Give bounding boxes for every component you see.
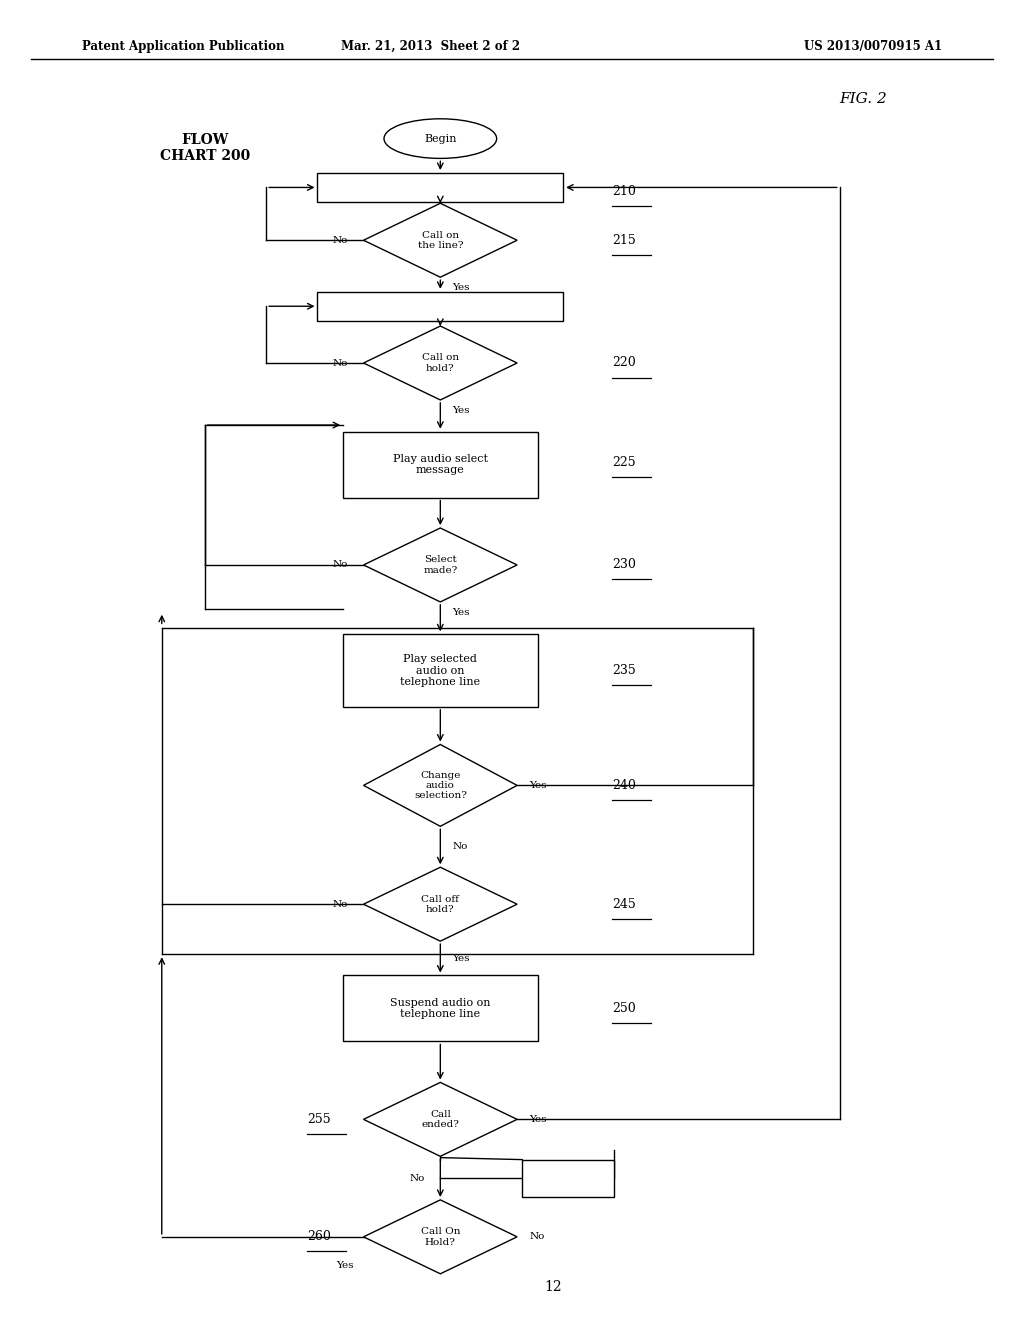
Text: 235: 235 <box>612 664 636 677</box>
Text: Change
audio
selection?: Change audio selection? <box>414 771 467 800</box>
Text: Yes: Yes <box>453 284 470 292</box>
Text: Call on
the line?: Call on the line? <box>418 231 463 249</box>
Text: No: No <box>333 561 348 569</box>
Text: 12: 12 <box>544 1280 562 1294</box>
Text: 220: 220 <box>612 356 636 370</box>
Polygon shape <box>364 1200 517 1274</box>
Text: No: No <box>410 1173 425 1183</box>
Text: No: No <box>453 842 468 851</box>
Text: 215: 215 <box>612 234 636 247</box>
FancyBboxPatch shape <box>317 292 563 321</box>
FancyBboxPatch shape <box>343 635 538 708</box>
Text: Yes: Yes <box>453 407 470 414</box>
Text: Mar. 21, 2013  Sheet 2 of 2: Mar. 21, 2013 Sheet 2 of 2 <box>341 40 519 53</box>
FancyBboxPatch shape <box>317 173 563 202</box>
Text: Call
ended?: Call ended? <box>422 1110 459 1129</box>
Polygon shape <box>364 867 517 941</box>
Text: Yes: Yes <box>453 954 470 962</box>
Text: Yes: Yes <box>453 609 470 616</box>
Text: Begin: Begin <box>424 133 457 144</box>
Text: 230: 230 <box>612 558 636 572</box>
Text: Play audio select
message: Play audio select message <box>393 454 487 475</box>
Text: 255: 255 <box>307 1113 331 1126</box>
FancyBboxPatch shape <box>522 1160 614 1196</box>
Polygon shape <box>364 203 517 277</box>
Text: No: No <box>529 1233 545 1241</box>
FancyBboxPatch shape <box>343 975 538 1041</box>
Text: Play selected
audio on
telephone line: Play selected audio on telephone line <box>400 653 480 688</box>
Text: Call off
hold?: Call off hold? <box>422 895 459 913</box>
Text: FLOW
CHART 200: FLOW CHART 200 <box>160 133 250 162</box>
Text: Yes: Yes <box>529 781 547 789</box>
Text: Select
made?: Select made? <box>423 556 458 574</box>
Text: 260: 260 <box>307 1230 331 1243</box>
Text: Yes: Yes <box>336 1262 353 1270</box>
Text: 210: 210 <box>612 185 636 198</box>
Text: US 2013/0070915 A1: US 2013/0070915 A1 <box>804 40 942 53</box>
Text: 245: 245 <box>612 898 636 911</box>
Text: Patent Application Publication: Patent Application Publication <box>82 40 285 53</box>
Ellipse shape <box>384 119 497 158</box>
Text: 225: 225 <box>612 455 636 469</box>
Polygon shape <box>364 326 517 400</box>
Text: 240: 240 <box>612 779 636 792</box>
Text: 250: 250 <box>612 1002 636 1015</box>
FancyBboxPatch shape <box>343 432 538 498</box>
Text: No: No <box>333 900 348 908</box>
Polygon shape <box>364 1082 517 1156</box>
Polygon shape <box>364 744 517 826</box>
Text: No: No <box>333 236 348 244</box>
Text: Yes: Yes <box>529 1115 547 1123</box>
Text: Call On
Hold?: Call On Hold? <box>421 1228 460 1246</box>
Text: Call on
hold?: Call on hold? <box>422 354 459 372</box>
Polygon shape <box>364 528 517 602</box>
Text: No: No <box>333 359 348 367</box>
Text: FIG. 2: FIG. 2 <box>840 92 888 106</box>
Text: Suspend audio on
telephone line: Suspend audio on telephone line <box>390 998 490 1019</box>
